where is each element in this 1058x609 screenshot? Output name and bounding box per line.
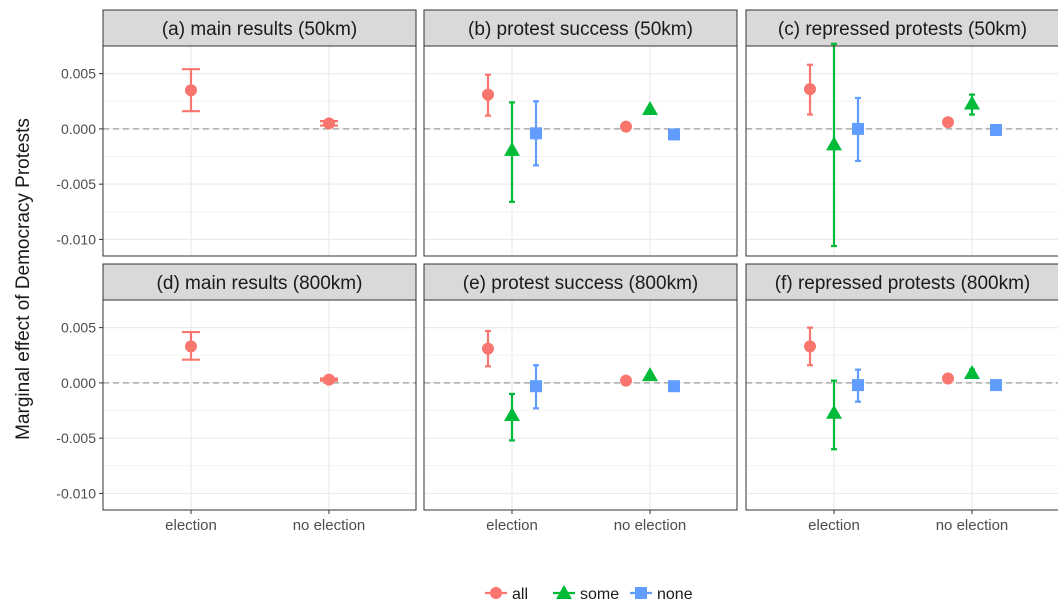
facet-panel: (a) main results (50km) 0.005 0.000 -0.005 -… (56, 9, 417, 257)
y-tick-label: -0.005 (56, 176, 96, 192)
x-tick-label: election (486, 517, 538, 534)
y-tick-label: 0.005 (61, 66, 96, 82)
panel-border (745, 45, 1058, 257)
x-tick-label: election (165, 517, 217, 534)
legend-label: some (580, 586, 619, 603)
facet-strip (745, 9, 1058, 47)
point-all (482, 88, 494, 101)
y-tick-label: 0.000 (61, 121, 96, 137)
facet-panel: (c) repressed protests (50km) (745, 9, 1058, 257)
facet-title: (d) main results (800km) (157, 273, 363, 294)
facet-strip (102, 263, 417, 301)
y-tick-label: -0.010 (56, 485, 96, 501)
point-some (964, 95, 980, 110)
y-tick-label: 0.000 (61, 375, 96, 391)
facet-strip (745, 263, 1058, 301)
point-some (504, 141, 520, 156)
facet-strip (423, 263, 738, 301)
point-none (990, 379, 1002, 392)
panel-border (102, 45, 417, 257)
point-all (620, 120, 632, 133)
point-all (185, 340, 197, 353)
x-tick-label: no election (614, 517, 687, 534)
point-all (942, 116, 954, 129)
point-some (826, 136, 842, 151)
legend: all some none (485, 585, 693, 603)
panels: (a) main results (50km) 0.005 0.000 -0.005 -… (56, 9, 1058, 534)
y-tick-label: -0.010 (56, 231, 96, 247)
legend-key-none (635, 587, 647, 599)
point-all (323, 373, 335, 386)
facet-panel: (b) protest success (50km) (423, 9, 738, 257)
point-all (804, 83, 816, 96)
plot-background (424, 300, 737, 510)
point-all (620, 374, 632, 387)
plot-background (103, 46, 416, 256)
facet-panel: (d) main results (800km) 0.005 0.000 -0.005… (56, 263, 417, 534)
point-all (804, 340, 816, 353)
plot-background (424, 46, 737, 256)
plot-background (103, 300, 416, 510)
point-none (668, 380, 680, 393)
facet-title: (c) repressed protests (50km) (778, 19, 1027, 40)
facet-title: (f) repressed protests (800km) (775, 273, 1031, 294)
facet-panel: (e) protest success (800km) election no el… (423, 263, 738, 534)
legend-label: none (657, 586, 693, 603)
point-some (826, 404, 842, 419)
panel-border (745, 299, 1058, 511)
x-tick-label: election (808, 517, 860, 534)
legend-item-none: none (630, 586, 693, 603)
y-tick-label: -0.005 (56, 430, 96, 446)
panel-border (102, 299, 417, 511)
point-none (852, 379, 864, 392)
point-all (942, 372, 954, 385)
point-some (964, 364, 980, 379)
legend-key-some (556, 585, 572, 599)
facet-title: (b) protest success (50km) (468, 19, 693, 40)
point-all (185, 84, 197, 97)
y-axis-label: Marginal effect of Democracy Protests (13, 118, 34, 440)
legend-label: all (512, 586, 528, 603)
point-none (852, 122, 864, 135)
panel-border (423, 45, 738, 257)
point-all (323, 117, 335, 130)
facet-title: (a) main results (50km) (162, 19, 357, 40)
point-all (482, 342, 494, 355)
legend-key-all (490, 587, 502, 599)
point-none (990, 124, 1002, 136)
y-tick-label: 0.005 (61, 320, 96, 336)
x-tick-label: no election (293, 517, 366, 534)
facet-title: (e) protest success (800km) (463, 273, 698, 294)
legend-item-all: all (485, 586, 528, 603)
point-none (668, 128, 680, 141)
plot-background (746, 46, 1058, 256)
facet-panel: (f) repressed protests (800km) election no… (745, 263, 1058, 534)
panel-border (423, 299, 738, 511)
legend-item-some: some (553, 585, 619, 603)
point-none (530, 127, 542, 140)
point-some (642, 101, 658, 115)
plot-background (746, 300, 1058, 510)
point-some (642, 367, 658, 382)
point-none (530, 380, 542, 393)
facet-strip (102, 9, 417, 47)
point-some (504, 406, 520, 421)
x-tick-label: no election (936, 517, 1009, 534)
